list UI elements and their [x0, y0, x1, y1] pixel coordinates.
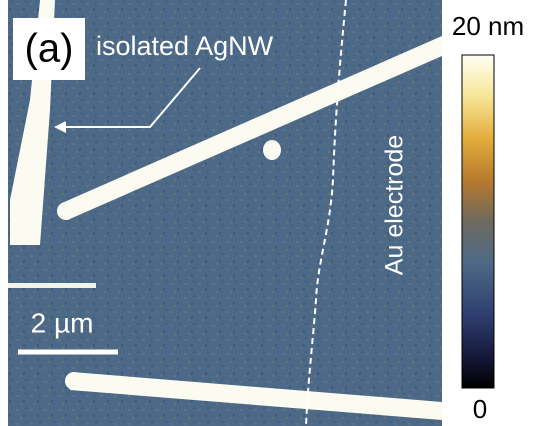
wire-annotation: isolated AgNW: [96, 31, 274, 61]
panel-label: (a): [25, 27, 74, 71]
colorbar-min: 0: [473, 394, 487, 424]
electrode-annotation: Au electrode: [381, 135, 409, 275]
figure: (a) isolated AgNW Au electrode 2 µm 20 n…: [0, 0, 544, 426]
colorbar: [462, 55, 494, 388]
scale-bar-label: 2 µm: [31, 307, 94, 338]
colorbar-max: 20 nm: [452, 11, 524, 41]
